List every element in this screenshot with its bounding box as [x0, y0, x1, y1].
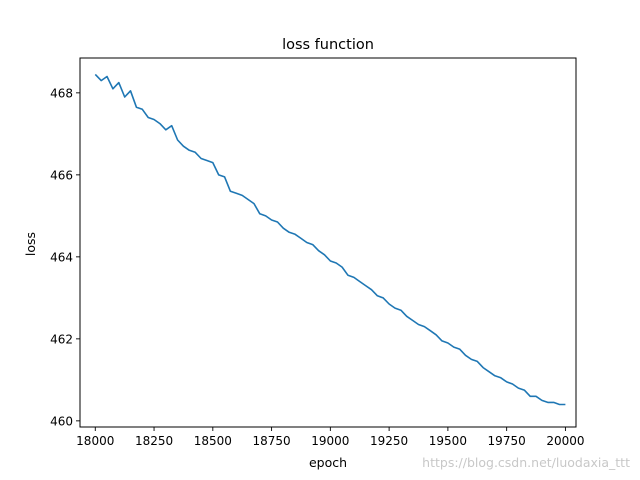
watermark-text: https://blog.csdn.net/luodaxia_ttt: [422, 455, 630, 470]
y-tick-label: 460: [50, 414, 73, 428]
y-tick-label: 466: [50, 168, 73, 182]
y-tick-label: 464: [50, 250, 73, 264]
x-tick-label: 18750: [252, 434, 290, 448]
loss-series-line: [94, 73, 566, 406]
y-tick-label: 468: [50, 86, 73, 100]
x-tick-label: 19250: [370, 434, 408, 448]
x-tick-label: 19000: [311, 434, 349, 448]
x-tick-label: 18250: [135, 434, 173, 448]
x-tick-label: 18000: [76, 434, 114, 448]
chart-title: loss function: [282, 37, 374, 53]
y-tick-label: 462: [50, 332, 73, 346]
x-tick-label: 20000: [546, 434, 584, 448]
x-tick-label: 19750: [488, 434, 526, 448]
y-axis-label: loss: [23, 232, 38, 256]
y-axis-ticks: 460 462 464 466 468: [50, 86, 80, 428]
x-tick-label: 19500: [429, 434, 467, 448]
plot-series-layer: [94, 73, 566, 406]
plot-frame: [79, 57, 577, 428]
x-axis-label: epoch: [309, 455, 347, 470]
x-axis-ticks: 18000 18250 18500 18750 19000 19250 19500 19750…: [76, 427, 585, 448]
x-tick-label: 18500: [194, 434, 232, 448]
